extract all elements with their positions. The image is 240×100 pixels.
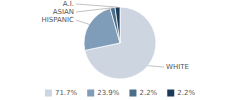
legend-label: 2.2% (177, 89, 195, 97)
pie-slice (115, 7, 120, 43)
pie-slice (85, 7, 156, 79)
legend-label: 71.7% (55, 89, 78, 97)
slice-label: HISPANIC (41, 16, 74, 24)
legend-item: 71.7% (45, 89, 78, 97)
legend-swatch (87, 90, 94, 97)
legend: 71.7% 23.9% 2.2% 2.2% (45, 89, 195, 97)
legend-item: 2.2% (167, 89, 195, 97)
legend-label: 23.9% (97, 89, 120, 97)
legend-swatch (167, 90, 174, 97)
leader-line (76, 4, 118, 7)
chart: WHITE HISPANICASIANA.I. 71.7% 23.9% 2.2% 2.2% (0, 0, 240, 100)
legend-swatch (129, 90, 136, 97)
leader-line (148, 66, 164, 67)
legend-item: 2.2% (129, 89, 157, 97)
leader-line (76, 20, 89, 24)
legend-label: 2.2% (139, 89, 157, 97)
pie: WHITE HISPANICASIANA.I. (41, 0, 188, 79)
legend-item: 23.9% (87, 89, 120, 97)
pie-slice (110, 7, 120, 43)
slice-label: WHITE (166, 63, 189, 71)
leader-line (76, 8, 113, 12)
slice-label: ASIAN (53, 8, 74, 16)
slice-label: A.I. (63, 0, 74, 8)
legend-swatch (45, 90, 52, 97)
